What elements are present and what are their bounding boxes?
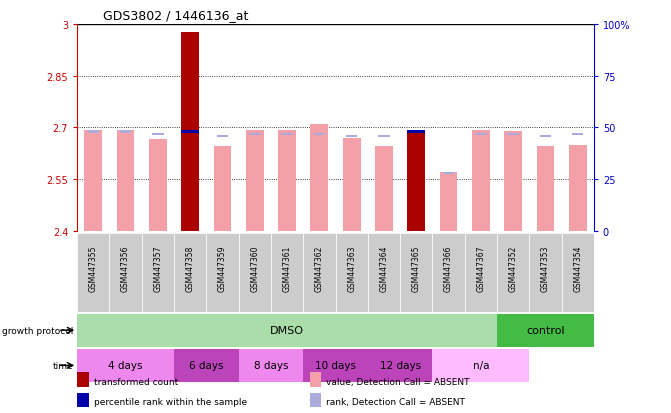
Bar (303, 349, 368, 382)
Text: GSM447365: GSM447365 (412, 245, 421, 292)
Bar (432, 349, 529, 382)
Text: GSM447362: GSM447362 (315, 245, 324, 292)
Bar (310, 393, 321, 407)
Bar (465, 233, 497, 312)
Bar (529, 233, 562, 312)
Text: GSM447355: GSM447355 (89, 245, 98, 292)
Text: GSM447353: GSM447353 (541, 245, 550, 292)
Bar (346, 135, 358, 137)
Text: GSM447359: GSM447359 (218, 245, 227, 292)
Text: 4 days: 4 days (108, 361, 143, 370)
Bar (77, 233, 109, 312)
Bar (278, 131, 296, 231)
Bar (375, 146, 393, 231)
Bar (537, 146, 554, 231)
Bar (569, 145, 586, 231)
Text: GSM447363: GSM447363 (347, 245, 356, 292)
Text: 12 days: 12 days (380, 361, 421, 370)
Bar (213, 146, 231, 231)
Bar (174, 233, 207, 312)
Bar (311, 125, 328, 231)
Bar (152, 133, 164, 135)
Bar (181, 131, 199, 133)
Bar (475, 133, 486, 135)
Text: GSM447357: GSM447357 (154, 245, 162, 292)
Bar (497, 314, 594, 347)
Bar (174, 349, 239, 382)
Bar (239, 233, 271, 312)
Bar (368, 233, 400, 312)
Text: 10 days: 10 days (315, 361, 356, 370)
Text: GSM447352: GSM447352 (509, 245, 517, 292)
Text: GSM447360: GSM447360 (250, 245, 259, 292)
Bar (109, 233, 142, 312)
Bar (472, 131, 490, 231)
Bar (313, 133, 325, 135)
Bar (440, 173, 458, 231)
Bar (368, 349, 432, 382)
Bar (239, 349, 303, 382)
Bar (432, 233, 465, 312)
Bar (87, 131, 99, 133)
Text: GSM447367: GSM447367 (476, 245, 485, 292)
Bar (271, 233, 303, 312)
Bar (77, 349, 174, 382)
Bar (181, 33, 199, 231)
Text: rank, Detection Call = ABSENT: rank, Detection Call = ABSENT (326, 397, 465, 406)
Bar (378, 135, 390, 137)
Text: percentile rank within the sample: percentile rank within the sample (94, 397, 247, 406)
Text: GSM447356: GSM447356 (121, 245, 130, 292)
Bar (117, 131, 134, 231)
Bar (497, 233, 529, 312)
Text: 6 days: 6 days (189, 361, 223, 370)
Bar (77, 372, 89, 387)
Bar (246, 131, 264, 231)
Bar (77, 393, 89, 407)
Bar (400, 233, 432, 312)
Text: transformed count: transformed count (94, 377, 178, 386)
Text: GSM447364: GSM447364 (379, 245, 389, 292)
Bar (77, 314, 497, 347)
Bar (310, 372, 321, 387)
Bar (249, 133, 260, 135)
Bar (407, 131, 425, 133)
Bar (539, 135, 551, 137)
Text: DMSO: DMSO (270, 325, 304, 335)
Text: control: control (526, 325, 565, 335)
Text: value, Detection Call = ABSENT: value, Detection Call = ABSENT (326, 377, 470, 386)
Text: GDS3802 / 1446136_at: GDS3802 / 1446136_at (103, 9, 248, 22)
Bar (85, 131, 102, 231)
Text: time: time (53, 361, 74, 370)
Bar (142, 233, 174, 312)
Bar (572, 133, 584, 135)
Bar (443, 173, 454, 174)
Text: GSM447358: GSM447358 (186, 245, 195, 292)
Bar (281, 133, 293, 135)
Bar (407, 131, 425, 231)
Bar (507, 133, 519, 135)
Bar (217, 135, 228, 137)
Bar (504, 131, 522, 231)
Bar (149, 140, 167, 231)
Text: GSM447366: GSM447366 (444, 245, 453, 292)
Bar (303, 233, 336, 312)
Text: GSM447361: GSM447361 (282, 245, 292, 292)
Bar (120, 131, 132, 133)
Bar (562, 233, 594, 312)
Text: 8 days: 8 days (254, 361, 288, 370)
Bar (343, 139, 360, 231)
Bar (336, 233, 368, 312)
Text: GSM447354: GSM447354 (573, 245, 582, 292)
Text: n/a: n/a (472, 361, 489, 370)
Text: growth protocol: growth protocol (3, 326, 74, 335)
Bar (207, 233, 239, 312)
